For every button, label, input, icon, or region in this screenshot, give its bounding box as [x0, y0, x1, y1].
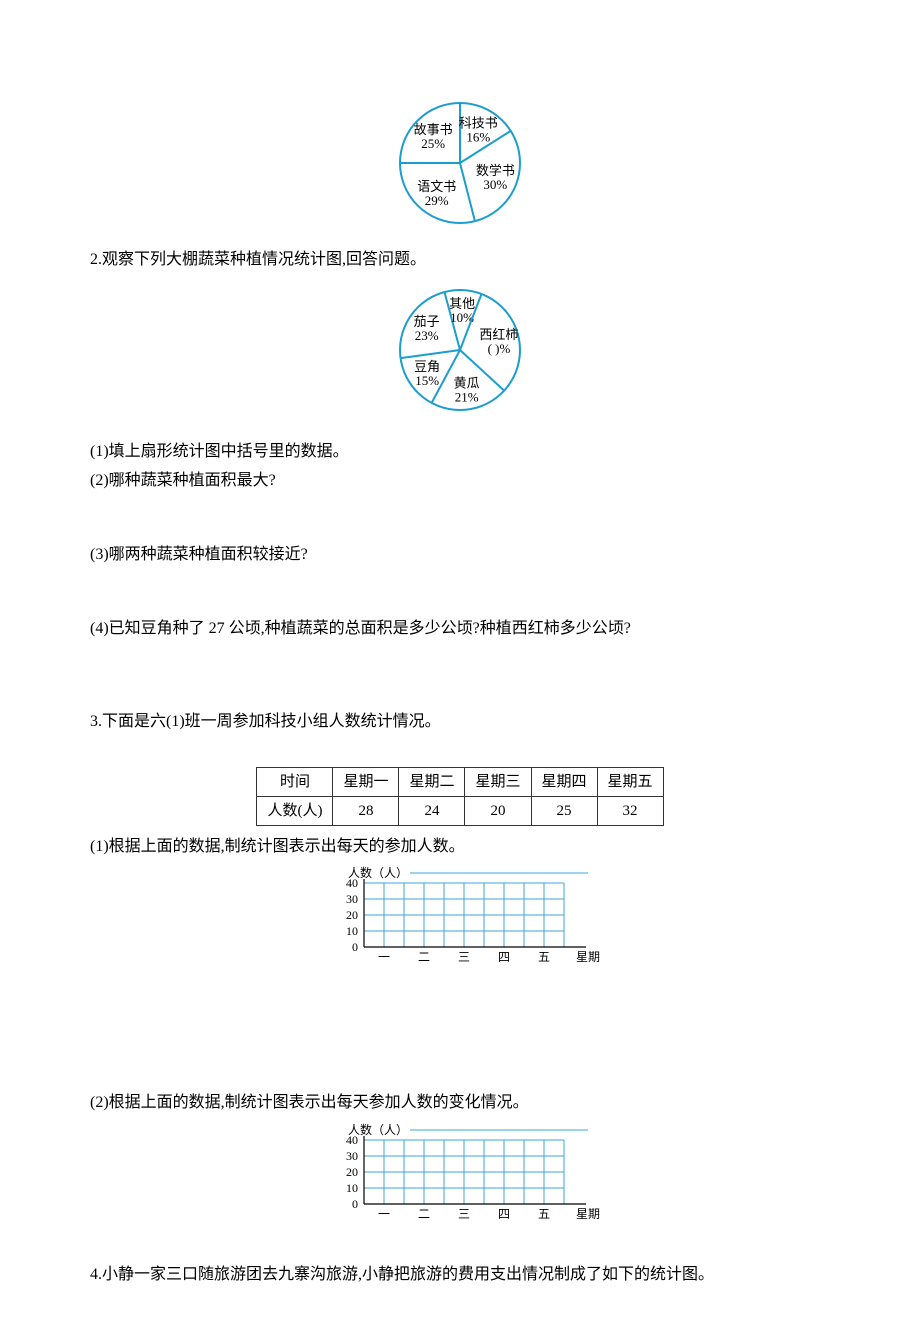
svg-text:23%: 23% [415, 328, 439, 343]
svg-text:30: 30 [346, 892, 358, 906]
svg-text:16%: 16% [466, 130, 490, 145]
table-header-cell: 星期五 [597, 767, 663, 796]
svg-text:西红柿: 西红柿 [479, 327, 518, 342]
svg-text:三: 三 [458, 1207, 470, 1221]
table-cell: 20 [465, 796, 531, 825]
svg-text:40: 40 [346, 1133, 358, 1147]
svg-text:30%: 30% [483, 177, 507, 192]
q2-sub3: (3)哪两种蔬菜种植面积较接近? [90, 542, 830, 568]
table-cell: 28 [333, 796, 399, 825]
q3-sub1: (1)根据上面的数据,制统计图表示出每天的参加人数。 [90, 834, 830, 860]
svg-text:30: 30 [346, 1149, 358, 1163]
q3-table: 时间星期一星期二星期三星期四星期五 人数(人)2824202532 [256, 767, 663, 826]
svg-text:其他: 其他 [449, 296, 475, 311]
svg-text:20: 20 [346, 908, 358, 922]
q3-intro: 3.下面是六(1)班一周参加科技小组人数统计情况。 [90, 709, 830, 735]
svg-text:15%: 15% [415, 373, 439, 388]
table-cell: 32 [597, 796, 663, 825]
svg-text:数学书: 数学书 [476, 163, 515, 178]
table-cell: 人数(人) [257, 796, 333, 825]
svg-text:星期: 星期 [576, 1207, 600, 1221]
svg-text:三: 三 [458, 950, 470, 964]
svg-text:五: 五 [538, 1207, 550, 1221]
svg-text:茄子: 茄子 [414, 314, 440, 329]
grid2-svg: 人数（人）403020100一二三四五星期 [320, 1122, 600, 1242]
svg-text:一: 一 [378, 950, 390, 964]
q3-sub2: (2)根据上面的数据,制统计图表示出每天参加人数的变化情况。 [90, 1090, 830, 1116]
svg-text:20: 20 [346, 1165, 358, 1179]
svg-text:五: 五 [538, 950, 550, 964]
q2-sub4: (4)已知豆角种了 27 公顷,种植蔬菜的总面积是多少公顷?种植西红柿多少公顷? [90, 616, 830, 642]
table-header-cell: 星期四 [531, 767, 597, 796]
svg-text:黄瓜: 黄瓜 [454, 376, 480, 391]
table-cell: 25 [531, 796, 597, 825]
table-header-cell: 星期一 [333, 767, 399, 796]
q2-intro: 2.观察下列大棚蔬菜种植情况统计图,回答问题。 [90, 247, 830, 273]
svg-text:故事书: 故事书 [414, 122, 453, 137]
pie-chart-books: 科技书16% 数学书30% 语文书29% 故事书25% [90, 96, 830, 235]
q2-sub2: (2)哪种蔬菜种植面积最大? [90, 468, 830, 494]
svg-text:29%: 29% [425, 193, 449, 208]
svg-text:0: 0 [352, 1197, 358, 1211]
svg-text:10: 10 [346, 924, 358, 938]
svg-text:四: 四 [498, 1207, 510, 1221]
svg-text:星期: 星期 [576, 950, 600, 964]
pie1-svg: 科技书16% 数学书30% 语文书29% 故事书25% [385, 96, 535, 226]
table-cell: 24 [399, 796, 465, 825]
pie-chart-veggies: 其他10%西红柿( )%黄瓜21%豆角15%茄子23% [90, 278, 830, 427]
svg-text:21%: 21% [455, 390, 479, 405]
svg-text:一: 一 [378, 1207, 390, 1221]
blank-chart-2: 人数（人）403020100一二三四五星期 [90, 1122, 830, 1251]
table-header-cell: 时间 [257, 767, 333, 796]
svg-text:25%: 25% [421, 136, 445, 151]
svg-text:40: 40 [346, 876, 358, 890]
q4-intro: 4.小静一家三口随旅游团去九寨沟旅游,小静把旅游的费用支出情况制成了如下的统计图… [90, 1262, 830, 1288]
blank-chart-1: 人数（人）403020100一二三四五星期 [90, 865, 830, 994]
svg-text:10: 10 [346, 1181, 358, 1195]
q2-sub1: (1)填上扇形统计图中括号里的数据。 [90, 439, 830, 465]
svg-text:二: 二 [418, 1207, 430, 1221]
svg-text:科技书: 科技书 [459, 116, 498, 131]
table-header-cell: 星期三 [465, 767, 531, 796]
svg-text:四: 四 [498, 950, 510, 964]
svg-text:( )%: ( )% [488, 341, 511, 356]
svg-text:0: 0 [352, 940, 358, 954]
grid1-svg: 人数（人）403020100一二三四五星期 [320, 865, 600, 985]
pie2-svg: 其他10%西红柿( )%黄瓜21%豆角15%茄子23% [375, 278, 545, 418]
svg-text:语文书: 语文书 [417, 179, 456, 194]
table-header-cell: 星期二 [399, 767, 465, 796]
svg-text:二: 二 [418, 950, 430, 964]
svg-text:豆角: 豆角 [414, 359, 440, 374]
